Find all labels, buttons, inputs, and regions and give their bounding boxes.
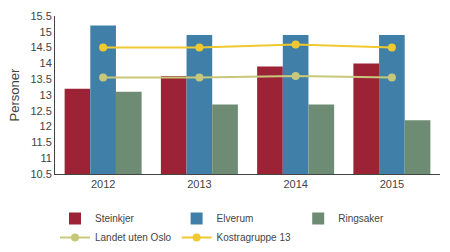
svg-text:14.5: 14.5: [30, 41, 51, 53]
svg-text:15.5: 15.5: [30, 10, 51, 22]
svg-text:13: 13: [40, 89, 52, 101]
svg-text:Ringsaker: Ringsaker: [338, 213, 384, 224]
svg-text:2012: 2012: [91, 178, 115, 190]
svg-text:Personer: Personer: [7, 68, 22, 121]
svg-text:12.5: 12.5: [30, 105, 51, 117]
svg-text:11.5: 11.5: [31, 136, 52, 148]
svg-text:Elverum: Elverum: [217, 213, 254, 224]
svg-text:Landet uten Oslo: Landet uten Oslo: [95, 232, 172, 243]
svg-text:12: 12: [40, 120, 52, 132]
svg-text:13.5: 13.5: [30, 73, 51, 85]
svg-text:Steinkjer: Steinkjer: [95, 213, 135, 224]
svg-text:11: 11: [40, 152, 51, 164]
svg-text:2013: 2013: [187, 178, 211, 190]
svg-text:Kostragruppe 13: Kostragruppe 13: [217, 232, 291, 243]
svg-text:15: 15: [40, 26, 52, 38]
svg-text:14: 14: [40, 57, 52, 69]
svg-text:2015: 2015: [380, 178, 404, 190]
svg-text:2014: 2014: [283, 178, 307, 190]
svg-text:10.5: 10.5: [30, 168, 51, 180]
